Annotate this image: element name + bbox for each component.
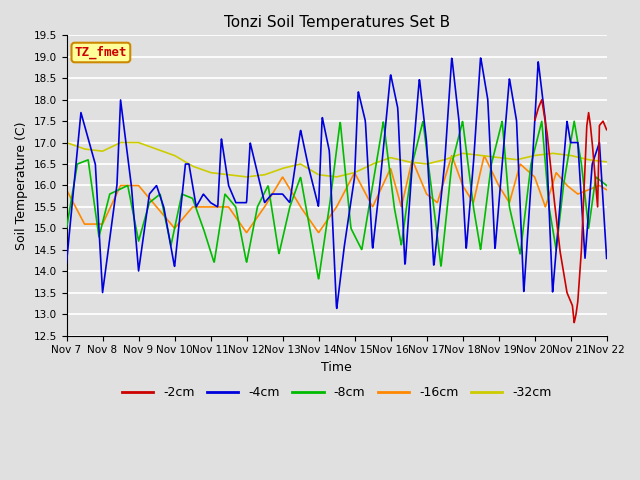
Y-axis label: Soil Temperature (C): Soil Temperature (C): [15, 121, 28, 250]
Title: Tonzi Soil Temperatures Set B: Tonzi Soil Temperatures Set B: [223, 15, 450, 30]
Text: TZ_fmet: TZ_fmet: [75, 46, 127, 59]
X-axis label: Time: Time: [321, 361, 352, 374]
Legend: -2cm, -4cm, -8cm, -16cm, -32cm: -2cm, -4cm, -8cm, -16cm, -32cm: [116, 382, 556, 405]
